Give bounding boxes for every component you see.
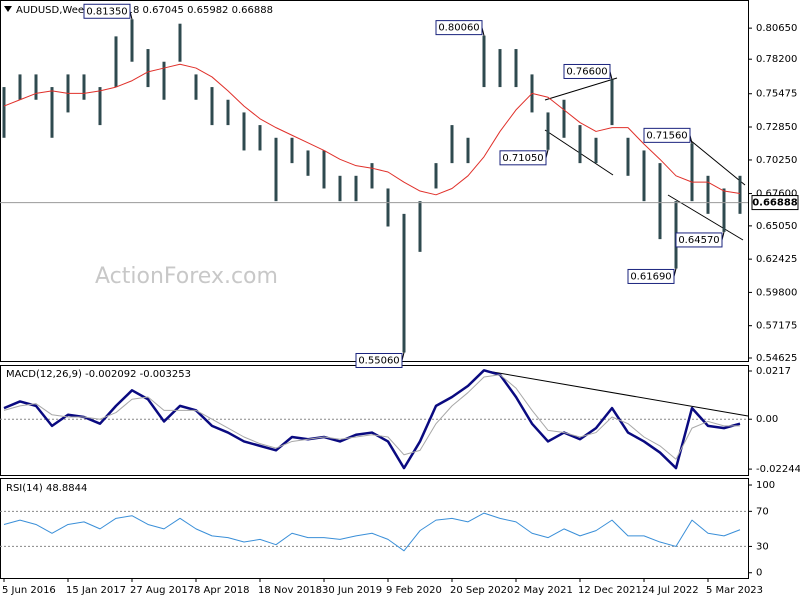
- x-tick-label: 27 Aug 2017: [130, 585, 194, 596]
- trend-line: [544, 77, 618, 101]
- annotation-box: [83, 3, 131, 19]
- x-tick-label: 15 Jan 2017: [66, 585, 126, 596]
- annotation-label: 0.64570: [678, 235, 719, 246]
- annotation-box: [355, 352, 403, 368]
- x-tick-label: 5 Jun 2016: [2, 585, 56, 596]
- x-tick-label: 20 Sep 2020: [450, 585, 513, 596]
- annotation-box: [435, 20, 483, 36]
- x-tick-label: 18 Nov 2018: [258, 585, 322, 596]
- y-tick-label: 0.70250: [756, 155, 797, 166]
- y-tick-label: 0.0217: [756, 366, 791, 377]
- x-tick-label: 8 Apr 2018: [194, 585, 249, 596]
- y-tick-label: 0.65050: [756, 221, 797, 232]
- y-tick-label: 0.75475: [756, 89, 797, 100]
- y-tick-label: 0.67600: [756, 189, 797, 200]
- price-panel: [0, 0, 749, 362]
- annotation-label: 0.71560: [646, 130, 687, 141]
- y-tick-label: 0.00: [756, 414, 778, 425]
- annotation-box: [499, 150, 547, 166]
- y-tick-label: 0.54625: [756, 353, 797, 364]
- y-tick-label: 0.62425: [756, 254, 797, 265]
- last-price-label: 0.66888: [752, 198, 798, 209]
- annotation-box: [563, 63, 611, 79]
- y-tick-label: 0: [756, 568, 762, 579]
- line: [3, 374, 740, 460]
- rsi-panel: [0, 478, 749, 579]
- annotation-label: 0.55060: [358, 355, 399, 366]
- watermark: ActionForex.com: [95, 264, 278, 289]
- x-tick-label: 5 Mar 2023: [706, 585, 763, 596]
- annotation-label: 0.61690: [630, 271, 671, 282]
- y-tick-label: 0.80650: [756, 23, 797, 34]
- trend-line: [486, 370, 749, 417]
- last-price-box: [751, 195, 799, 211]
- chart-subtitle: 0.66618 0.67045 0.65982 0.66888: [98, 5, 273, 16]
- annotation-box: [643, 127, 691, 143]
- line: [3, 369, 741, 470]
- x-tick-label: 12 Dec 2021: [578, 585, 642, 596]
- annotation-box: [675, 232, 723, 248]
- annotation-box: [627, 268, 675, 284]
- y-tick-label: 0.72850: [756, 122, 797, 133]
- y-tick-label: 0.59800: [756, 287, 797, 298]
- line: [3, 512, 741, 552]
- annotation-label: 0.81350: [86, 6, 127, 17]
- y-tick-label: 100: [756, 480, 775, 491]
- annotation-label: 0.76600: [566, 66, 607, 77]
- y-tick-label: 70: [756, 506, 769, 517]
- trend-line: [689, 139, 746, 186]
- panel-title: MACD(12,26,9) -0.002092 -0.003253: [6, 369, 191, 380]
- x-tick-label: 2 May 2021: [514, 585, 573, 596]
- macd-panel: [0, 365, 749, 476]
- annotation-label: 0.71050: [502, 153, 543, 164]
- y-tick-label: 30: [756, 541, 769, 552]
- line: [3, 63, 741, 196]
- x-tick-label: 9 Feb 2020: [386, 585, 442, 596]
- y-tick-label: -0.022445: [756, 464, 800, 475]
- x-tick-label: 30 Jun 2019: [322, 585, 382, 596]
- menu-icon[interactable]: [4, 6, 12, 12]
- y-tick-label: 0.78200: [756, 54, 797, 65]
- annotation-label: 0.80060: [438, 23, 479, 34]
- x-tick-label: 24 Jul 2022: [642, 585, 699, 596]
- panel-title: RSI(14) 48.8844: [6, 483, 87, 494]
- y-tick-label: 0.57175: [756, 321, 797, 332]
- chart-title: AUDUSD,Weekly: [16, 5, 99, 16]
